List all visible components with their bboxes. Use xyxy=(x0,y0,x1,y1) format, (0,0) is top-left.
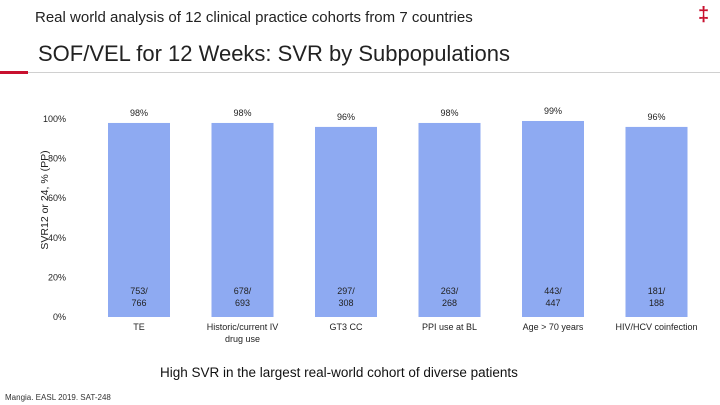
bar-count-label: 263/ xyxy=(441,286,459,296)
bar-value-label: 98% xyxy=(130,108,148,118)
bar-count-label: 268 xyxy=(442,298,457,308)
y-tick-label: 0% xyxy=(53,312,66,322)
bar-count-label: 181/ xyxy=(648,286,666,296)
bar xyxy=(522,120,584,317)
title-accent-mark xyxy=(0,71,28,74)
bar-count-label: 188 xyxy=(649,298,664,308)
bar-count-label: 443/ xyxy=(544,286,562,296)
y-tick-label: 20% xyxy=(48,272,66,282)
y-tick-label: 100% xyxy=(43,114,66,124)
x-tick-label: PPI use at BL xyxy=(422,322,477,332)
bar-count-label: 753/ xyxy=(130,286,148,296)
dagger-mark: ‡ xyxy=(698,4,710,26)
bar-count-label: 693 xyxy=(235,298,250,308)
x-tick-label: drug use xyxy=(225,334,260,344)
bar-count-label: 766 xyxy=(131,298,146,308)
bar-count-label: 308 xyxy=(338,298,353,308)
bar-value-label: 96% xyxy=(337,112,355,122)
x-tick-label: HIV/HCV coinfection xyxy=(615,322,697,332)
y-tick-label: 40% xyxy=(48,233,66,243)
bar-count-label: 447 xyxy=(545,298,560,308)
bar-value-label: 96% xyxy=(647,112,665,122)
bar xyxy=(418,122,481,318)
key-finding-text: High SVR in the largest real-world cohor… xyxy=(160,365,518,380)
bar-value-label: 98% xyxy=(440,108,458,118)
x-tick-label: TE xyxy=(133,322,145,332)
citation-text: Mangia. EASL 2019. SAT-248 xyxy=(5,393,111,402)
bar-count-label: 297/ xyxy=(337,286,355,296)
x-tick-label: Age > 70 years xyxy=(523,322,584,332)
x-tick-label: Historic/current IV xyxy=(207,322,279,332)
slide-subtitle: Real world analysis of 12 clinical pract… xyxy=(35,9,473,26)
bar xyxy=(211,122,274,318)
bar xyxy=(108,122,170,318)
bar-value-label: 98% xyxy=(233,108,251,118)
slide-title: SOF/VEL for 12 Weeks: SVR by Subpopulati… xyxy=(38,41,511,66)
x-tick-label: GT3 CC xyxy=(329,322,363,332)
bar xyxy=(315,126,377,317)
bar xyxy=(625,126,688,317)
bar-value-label: 99% xyxy=(544,106,562,116)
y-tick-label: 60% xyxy=(48,193,66,203)
title-divider xyxy=(0,72,720,73)
y-tick-label: 80% xyxy=(48,154,66,164)
bar-count-label: 678/ xyxy=(234,286,252,296)
